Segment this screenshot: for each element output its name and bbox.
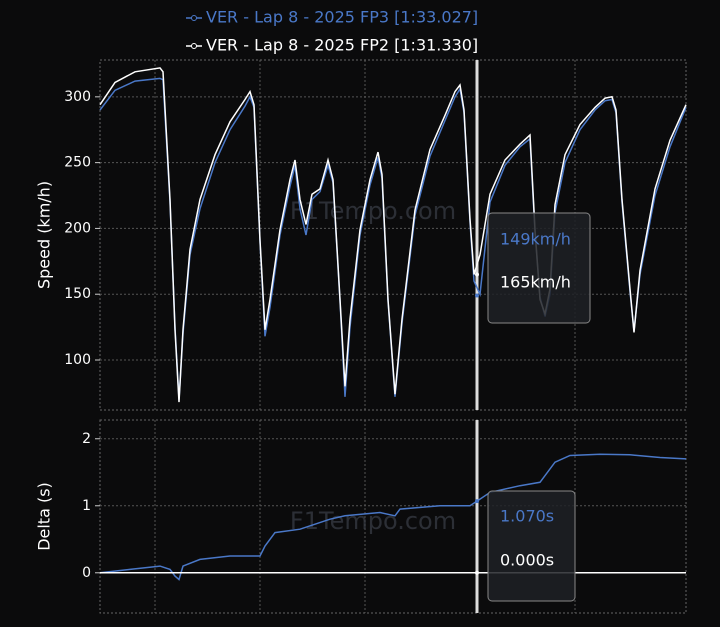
watermark: F1Tempo.com (290, 507, 456, 535)
y-tick-label: 100 (64, 352, 91, 368)
watermark: F1Tempo.com (290, 197, 456, 225)
tooltip-value: 165km/h (500, 273, 571, 292)
tooltip-marker (475, 499, 479, 504)
y-tick-label: 250 (64, 155, 91, 171)
tooltip-box (487, 490, 576, 602)
y-axis-label: Delta (s) (35, 482, 54, 551)
plot-frame (99, 419, 687, 614)
series-line (99, 67, 687, 403)
series-line (99, 453, 687, 581)
legend-marker (191, 15, 197, 21)
tooltip-marker (475, 272, 479, 277)
y-tick-label: 150 (64, 286, 91, 302)
y-tick-label: 2 (82, 431, 91, 447)
y-tick-label: 1 (82, 498, 91, 514)
tooltip-value: 0.000s (500, 551, 554, 570)
y-tick-label: 0 (82, 565, 91, 581)
tooltip-value: 1.070s (500, 507, 554, 526)
tooltip-box (487, 212, 591, 324)
tooltip-marker (475, 293, 479, 298)
y-tick-label: 200 (64, 220, 91, 236)
y-tick-label: 300 (64, 89, 91, 105)
tooltip-marker (475, 570, 479, 575)
legend-label: VER - Lap 8 - 2025 FP2 [1:31.330] (206, 36, 478, 55)
series-line (99, 77, 687, 400)
plot-frame (99, 59, 687, 411)
legend-label: VER - Lap 8 - 2025 FP3 [1:33.027] (206, 8, 478, 27)
tooltip-value: 149km/h (500, 230, 571, 249)
legend-marker (191, 43, 197, 49)
y-axis-label: Speed (km/h) (35, 181, 54, 289)
